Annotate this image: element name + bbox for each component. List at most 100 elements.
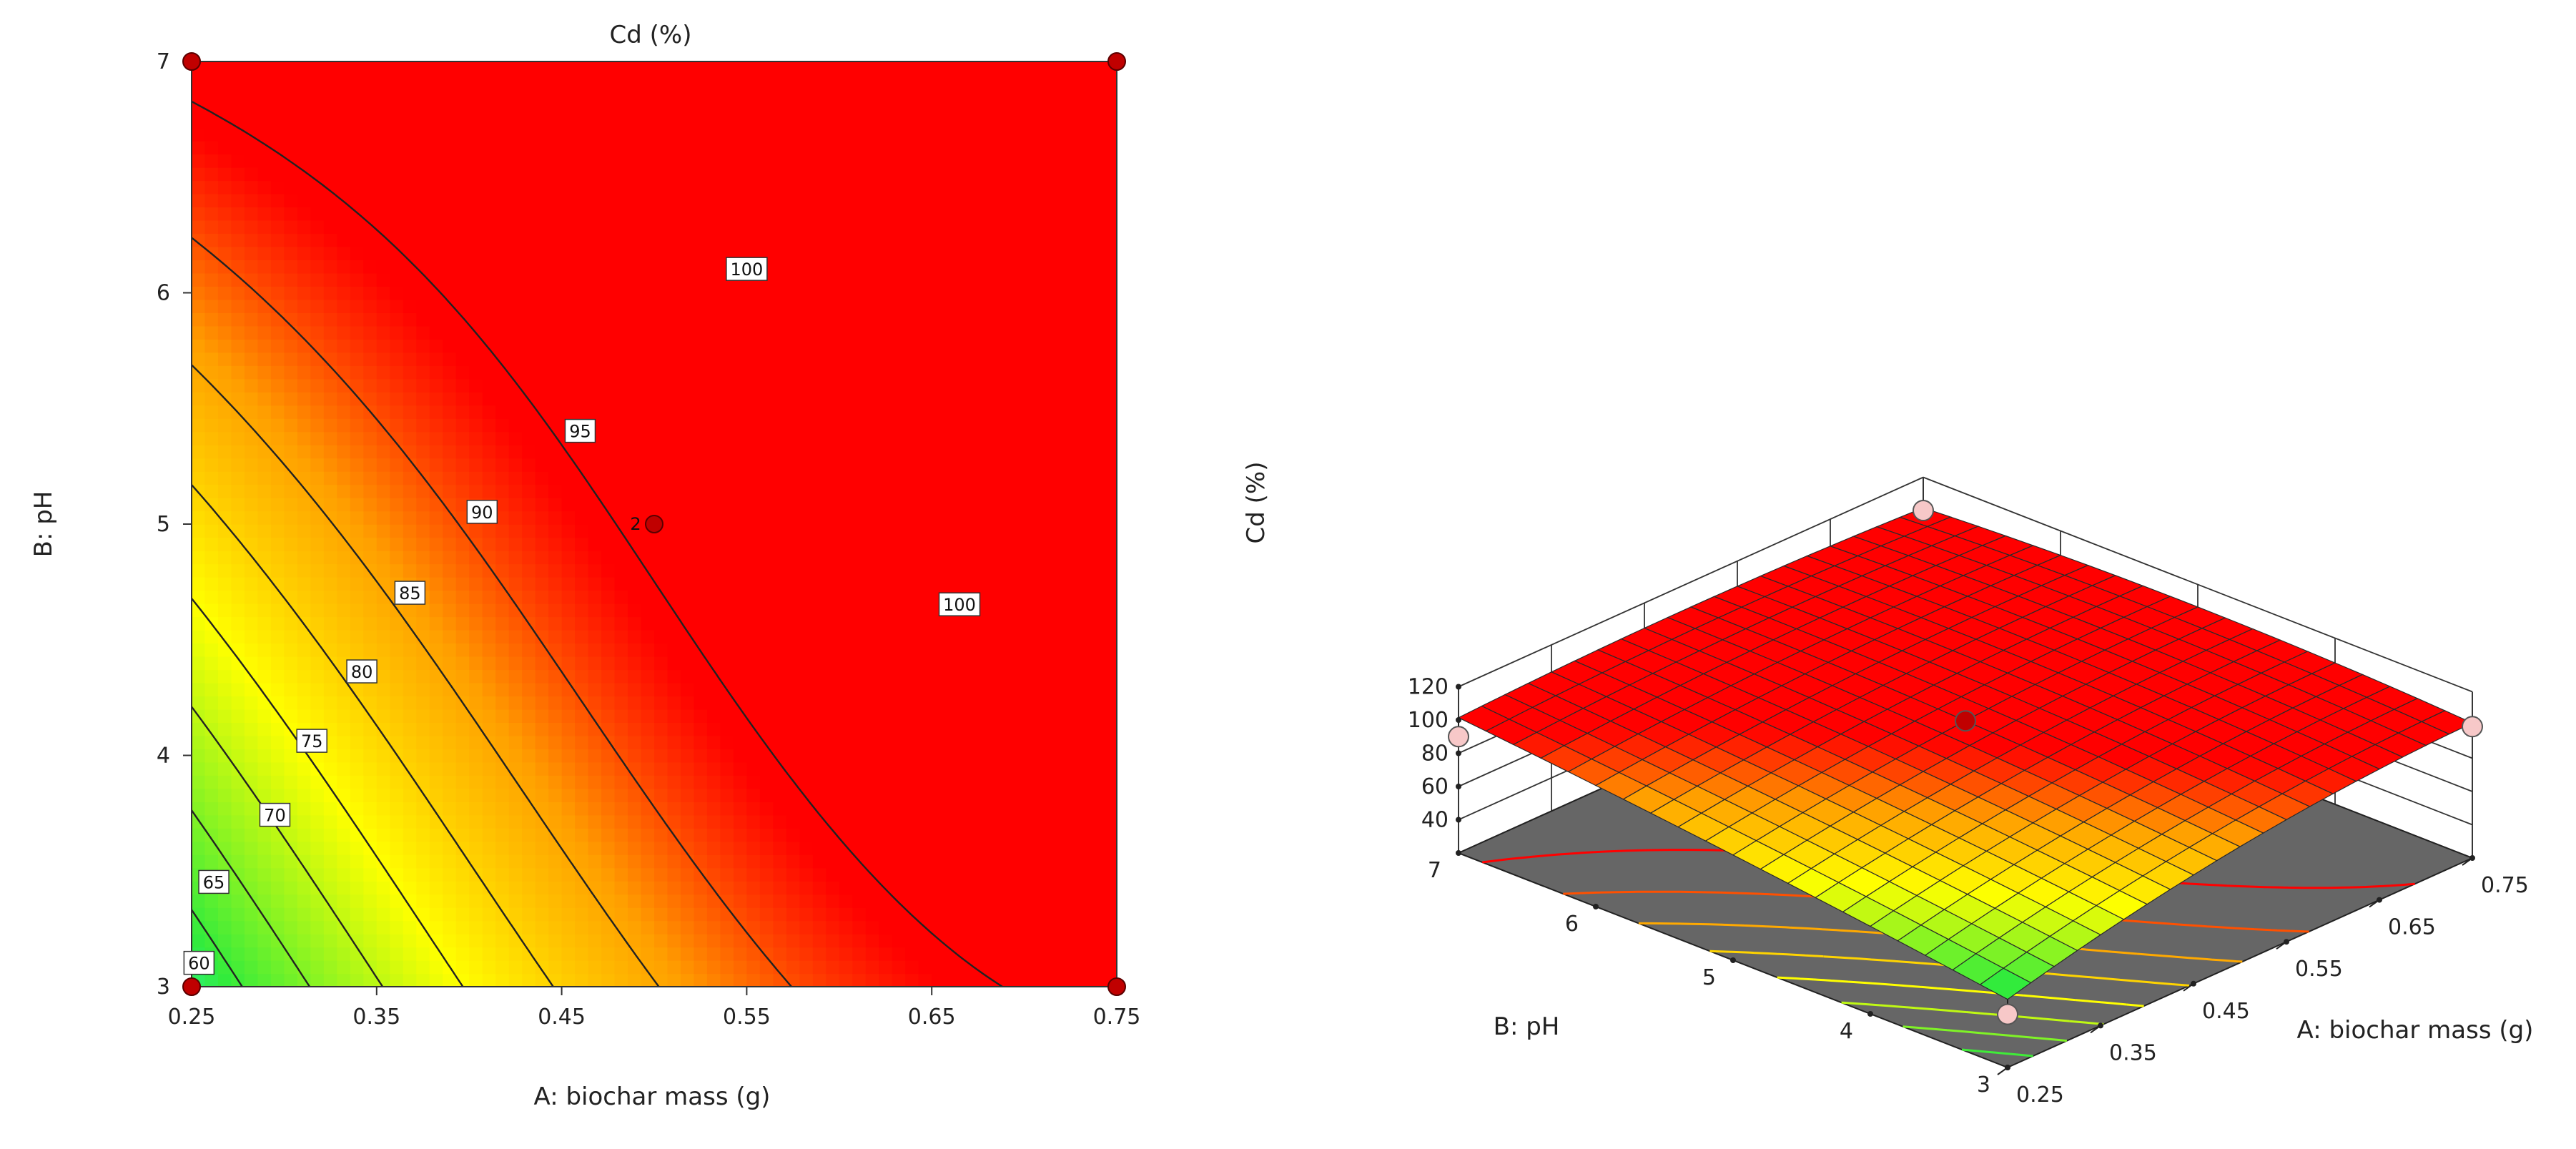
heat-cell	[310, 550, 325, 565]
heat-cell	[350, 788, 365, 802]
heat-cell	[892, 973, 906, 987]
heat-cell	[614, 246, 628, 260]
heat-cell	[548, 802, 563, 816]
heat-cell	[403, 934, 417, 948]
heat-cell	[654, 735, 668, 749]
heat-cell	[746, 524, 761, 538]
heat-cell	[971, 947, 985, 961]
heat-cell	[1024, 947, 1038, 961]
heat-cell	[971, 299, 985, 313]
heat-cell	[839, 127, 853, 142]
heat-cell	[654, 418, 668, 433]
heat-cell	[403, 114, 417, 129]
heat-cell	[244, 392, 259, 406]
heat-cell	[614, 629, 628, 644]
heat-cell	[932, 682, 946, 697]
heat-cell	[403, 894, 417, 908]
heat-cell	[416, 881, 430, 895]
heat-cell	[958, 947, 972, 961]
heat-cell	[932, 392, 946, 406]
heat-cell	[932, 894, 946, 908]
heat-cell	[1011, 802, 1025, 816]
heat-cell	[932, 563, 946, 578]
heat-cell	[363, 418, 377, 433]
heat-cell	[270, 656, 285, 671]
heat-cell	[284, 920, 298, 935]
heat-cell	[1090, 881, 1105, 895]
heat-cell	[720, 603, 734, 618]
heat-cell	[1011, 260, 1025, 274]
heat-cell	[284, 392, 298, 406]
heat-cell	[297, 167, 312, 182]
heat-cell	[826, 841, 840, 855]
heat-cell	[641, 841, 655, 855]
heat-cell	[786, 934, 801, 948]
heat-cell	[1050, 920, 1065, 935]
heat-cell	[839, 656, 853, 671]
heat-cell	[958, 233, 972, 247]
heat-cell	[310, 405, 325, 419]
heat-cell	[284, 299, 298, 313]
heat-cell	[826, 180, 840, 194]
heat-cell	[799, 484, 814, 498]
heat-cell	[495, 392, 510, 406]
heat-cell	[918, 272, 932, 287]
heat-cell	[429, 907, 443, 922]
heat-cell	[1077, 260, 1091, 274]
heat-cell	[482, 101, 496, 115]
heat-cell	[297, 87, 312, 102]
heat-cell	[879, 550, 893, 565]
heat-cell	[786, 498, 801, 512]
heat-cell	[376, 458, 390, 472]
heat-cell	[495, 101, 510, 115]
heat-cell	[443, 418, 457, 433]
heat-cell	[270, 894, 285, 908]
heat-cell	[706, 61, 721, 76]
heat-cell	[733, 669, 748, 684]
heat-cell	[508, 934, 523, 948]
heat-cell	[759, 656, 774, 671]
heat-cell	[971, 814, 985, 829]
heat-cell	[773, 154, 787, 168]
heat-cell	[746, 207, 761, 221]
heat-cell	[958, 524, 972, 538]
heat-cell	[1103, 947, 1117, 961]
heat-cell	[984, 894, 999, 908]
heat-cell	[204, 709, 219, 723]
heat-cell	[217, 365, 232, 380]
heat-cell	[720, 788, 734, 802]
heat-cell	[984, 352, 999, 366]
heat-cell	[323, 788, 338, 802]
heat-cell	[694, 471, 708, 485]
heat-cell	[918, 616, 932, 631]
heat-cell	[495, 87, 510, 102]
heat-cell	[310, 828, 325, 842]
heat-cell	[257, 907, 272, 922]
heat-cell	[680, 629, 695, 644]
heat-cell	[1090, 392, 1105, 406]
heat-cell	[918, 841, 932, 855]
heat-cell	[879, 339, 893, 353]
heat-cell	[984, 260, 999, 274]
heat-cell	[984, 709, 999, 723]
heat-cell	[892, 735, 906, 749]
heat-cell	[443, 511, 457, 525]
heat-cell	[971, 907, 985, 922]
heat-cell	[310, 814, 325, 829]
heat-cell	[932, 61, 946, 76]
heat-cell	[826, 854, 840, 869]
heat-cell	[1024, 775, 1038, 789]
heat-cell	[1103, 445, 1117, 459]
heat-cell	[350, 87, 365, 102]
heat-cell	[746, 246, 761, 260]
heat-cell	[601, 709, 616, 723]
heat-cell	[323, 907, 338, 922]
heat-cell	[192, 471, 206, 485]
heat-cell	[1103, 550, 1117, 565]
heat-cell	[204, 775, 219, 789]
heat-cell	[892, 629, 906, 644]
heat-cell	[812, 881, 827, 895]
heat-cell	[746, 405, 761, 419]
heat-cell	[932, 802, 946, 816]
heat-cell	[746, 180, 761, 194]
